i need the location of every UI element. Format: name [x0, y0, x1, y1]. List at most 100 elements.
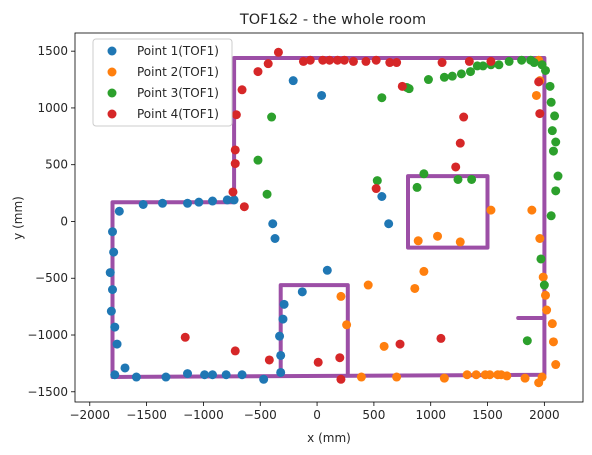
point-series-4 [535, 109, 545, 119]
point-series-3 [423, 75, 433, 85]
point-series-4 [455, 138, 465, 148]
legend-label-point-4: Point 4(TOF1) [137, 107, 219, 121]
point-series-2 [419, 266, 429, 276]
point-series-4 [228, 187, 238, 197]
point-series-3 [412, 182, 422, 192]
point-series-4 [333, 55, 343, 65]
point-series-4 [273, 47, 283, 57]
point-series-3 [545, 81, 555, 91]
point-series-3 [551, 186, 561, 196]
point-series-1 [278, 314, 288, 324]
point-series-3 [372, 176, 382, 186]
point-series-1 [138, 199, 148, 209]
point-series-1 [208, 370, 218, 380]
legend-marker-point-4 [107, 109, 117, 119]
y-tick-label: −1500 [27, 385, 68, 399]
point-series-4 [397, 81, 407, 91]
chart-title: TOF1&2 - the whole room [239, 12, 426, 28]
point-series-4 [486, 56, 496, 66]
point-series-3 [551, 137, 561, 147]
point-series-3 [453, 174, 463, 184]
point-series-4 [239, 202, 249, 212]
point-series-4 [361, 56, 371, 66]
x-tick-label: −500 [244, 408, 277, 422]
point-series-4 [336, 374, 346, 384]
y-tick-label: −500 [35, 271, 68, 285]
point-series-3 [529, 58, 539, 68]
point-series-2 [485, 370, 495, 380]
point-series-3 [478, 61, 488, 71]
point-series-3 [456, 69, 466, 79]
point-series-3 [253, 155, 263, 165]
point-series-1 [222, 195, 232, 205]
y-axis-label: y (mm) [11, 196, 25, 240]
point-series-1 [270, 234, 280, 244]
point-series-4 [534, 77, 544, 87]
point-series-4 [263, 59, 273, 69]
x-tick-label: 500 [362, 408, 385, 422]
legend-marker-point-3 [107, 88, 117, 98]
point-series-1 [158, 198, 168, 208]
point-series-1 [276, 367, 286, 377]
legend-label-point-1: Point 1(TOF1) [137, 44, 219, 58]
point-series-4 [335, 353, 345, 363]
point-series-2 [502, 371, 512, 381]
legend-marker-point-1 [107, 46, 117, 56]
point-series-1 [208, 196, 218, 206]
point-series-4 [392, 58, 402, 68]
legend-box [92, 38, 233, 127]
plot-frame [74, 32, 584, 403]
x-tick-label: 1500 [472, 408, 503, 422]
point-series-2 [531, 90, 541, 100]
legend: Point 1(TOF1) Point 2(TOF1) Point 3(TOF1… [92, 38, 233, 127]
point-series-4 [348, 56, 358, 66]
point-series-4 [325, 55, 335, 65]
point-series-1 [161, 372, 171, 382]
point-series-3 [467, 174, 477, 184]
point-series-3 [553, 171, 563, 181]
point-series-4 [385, 58, 395, 68]
point-series-4 [339, 55, 349, 65]
point-series-4 [305, 55, 315, 65]
x-tick-label: 0 [313, 408, 321, 422]
point-series-4 [459, 112, 469, 122]
point-series-1 [131, 372, 141, 382]
point-series-3 [547, 126, 557, 136]
point-series-4 [451, 162, 461, 172]
y-tick-label: 500 [45, 158, 68, 172]
point-series-1 [377, 191, 387, 201]
point-series-1 [105, 268, 115, 278]
point-series-2 [356, 372, 366, 382]
point-series-1 [114, 206, 124, 216]
point-series-1 [109, 247, 119, 257]
x-axis-ticks: −2000 −1500 −1000 −500 0 500 1000 1500 2000 [69, 402, 560, 422]
point-series-3 [377, 93, 387, 103]
point-series-4 [253, 67, 263, 77]
point-series-2 [433, 231, 443, 241]
point-series-3 [539, 280, 549, 290]
point-series-2 [538, 272, 548, 282]
point-series-1 [110, 322, 120, 332]
point-series-2 [551, 360, 561, 370]
point-series-1 [108, 285, 118, 295]
y-tick-label: 1000 [37, 101, 68, 115]
x-tick-label: −1500 [126, 408, 167, 422]
point-series-3 [517, 55, 527, 65]
point-series-2 [392, 372, 402, 382]
point-series-4 [371, 55, 381, 65]
legend-label-point-3: Point 3(TOF1) [137, 86, 219, 100]
legend-marker-point-2 [107, 67, 117, 77]
point-series-1 [237, 370, 247, 380]
point-series-3 [550, 111, 560, 121]
point-series-1 [183, 369, 193, 379]
y-axis-ticks: −1500 −1000 −500 0 500 1000 1500 [27, 44, 75, 399]
room-outline [278, 283, 350, 377]
point-series-1 [279, 299, 289, 309]
point-series-3 [419, 169, 429, 179]
point-series-2 [410, 283, 420, 293]
point-series-2 [520, 373, 530, 383]
point-series-1 [120, 363, 130, 373]
point-series-2 [537, 372, 547, 382]
point-series-2 [439, 373, 449, 383]
